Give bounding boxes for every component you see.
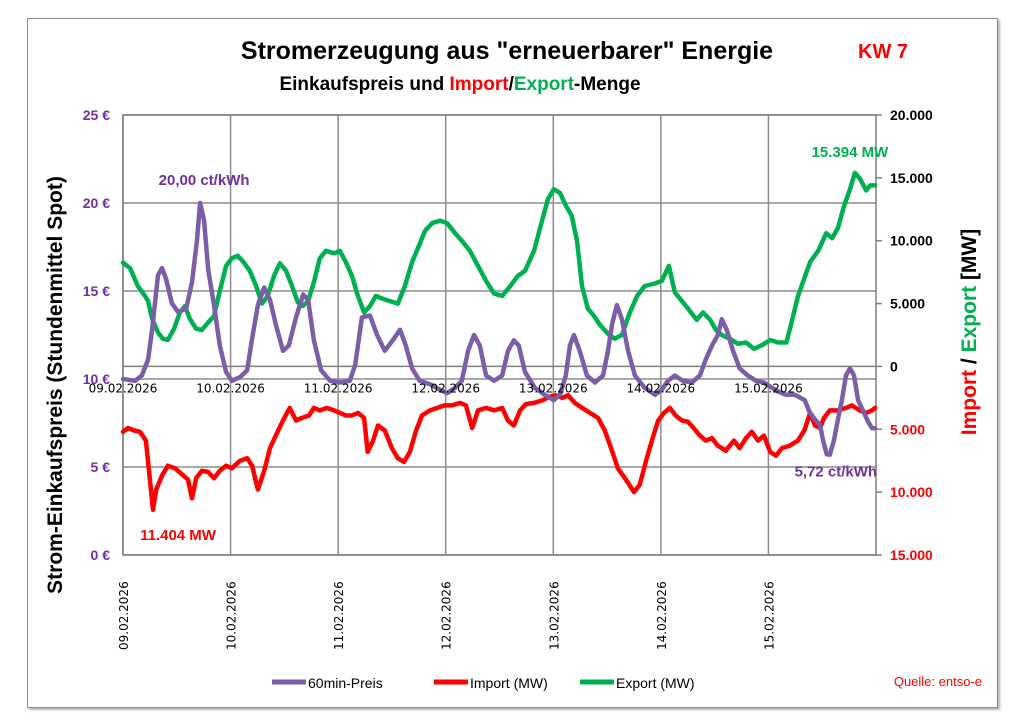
x-tick-label: 09.02.2026 [117,581,131,650]
left-axis-label: Strom-Einkaufspreis (Stundenmittel Spot) [44,176,67,594]
chart-title: Stromerzeugung aus "erneuerbarer" Energi… [241,37,773,65]
left-tick-label: 15 € [83,283,110,299]
text-part: Import [449,74,509,95]
text-part: Export [958,286,981,353]
x-tick-label: 15.02.2026 [762,581,776,650]
left-tick-label: 5 € [91,459,111,475]
right-tick-label: 0 [890,358,898,374]
left-tick-label: 25 € [83,107,110,123]
text-part: / [958,352,981,370]
right-axis-ticks: 20.000 15.000 10.000 5.000 0 5.000 10.000 15.00… [890,107,933,563]
x-tick-label: 11.02.2026 [332,581,346,650]
right-axis-label: Import / Export [MW] [958,229,981,436]
source-note: Quelle: entso-e [894,674,982,689]
series-line-export-mw [120,170,878,352]
x-tick-label: 10.02.2026 [225,581,239,650]
right-tick-label: 15.000 [890,170,933,186]
x-tick-label-inline: 09.02.2026 [89,381,158,395]
text-part: Export [514,74,575,95]
week-badge: KW 7 [858,41,908,63]
x-tick-label-inline: 11.02.2026 [304,381,373,395]
legend-label: 60min-Preis [308,675,383,691]
text-part: [MW] [958,229,981,286]
annotation-label: 15.394 MW [812,144,890,161]
x-tick-label: 13.02.2026 [547,581,561,650]
series-line-60min-preis [120,200,878,457]
right-tick-label: 15.000 [890,547,933,563]
series-layer [120,170,878,513]
left-axis-ticks: 0 € 5 € 10 € 15 € 20 € 25 € [83,107,110,563]
right-tick-label: 5.000 [890,296,925,312]
series-line-import-mw [120,393,878,513]
text-part: Import [958,370,981,435]
right-tick-label: 5.000 [890,421,925,437]
legend-label: Import (MW) [470,675,548,691]
annotation-label: 20,00 ct/kWh [159,172,250,189]
annotation-label: 11.404 MW [140,527,217,544]
legend-item: 60min-Preis [272,675,383,691]
text-part: / [509,74,515,95]
right-tick-label: 20.000 [890,107,933,123]
x-tick-label-inline: 10.02.2026 [196,381,265,395]
left-tick-label: 20 € [83,195,110,211]
text-part: -Menge [574,74,641,95]
right-tick-label: 10.000 [890,233,933,249]
legend: 60min-Preis Import (MW) Export (MW) [272,675,695,691]
x-tick-label: 12.02.2026 [440,581,454,650]
x-tick-label: 14.02.2026 [655,581,669,650]
text-part: Einkaufspreis und [279,74,449,95]
legend-item: Import (MW) [434,675,548,691]
plot-area-border [122,114,877,556]
x-tick-label-inline: 15.02.2026 [734,381,803,395]
annotations: 20,00 ct/kWh 5,72 ct/kWh 11.404 MW 15.394 M… [140,144,889,544]
x-tick-label-inline: 14.02.2026 [626,381,695,395]
right-tick-label: 10.000 [890,484,933,500]
legend-label: Export (MW) [616,675,695,691]
x-tick-label-inline: 13.02.2026 [519,381,588,395]
chart-subtitle: Einkaufspreis und Import/Export-Menge [279,74,640,95]
x-tick-label-inline: 12.02.2026 [411,381,480,395]
left-tick-label: 10 € [83,371,110,387]
annotation-label: 5,72 ct/kWh [795,464,878,481]
legend-item: Export (MW) [580,675,695,691]
left-tick-label: 0 € [91,547,111,563]
chart-frame [27,18,998,708]
x-axis-ticks: 09.02.2026 09.02.2026 10.02.2026 10.02.2026… [89,381,803,650]
